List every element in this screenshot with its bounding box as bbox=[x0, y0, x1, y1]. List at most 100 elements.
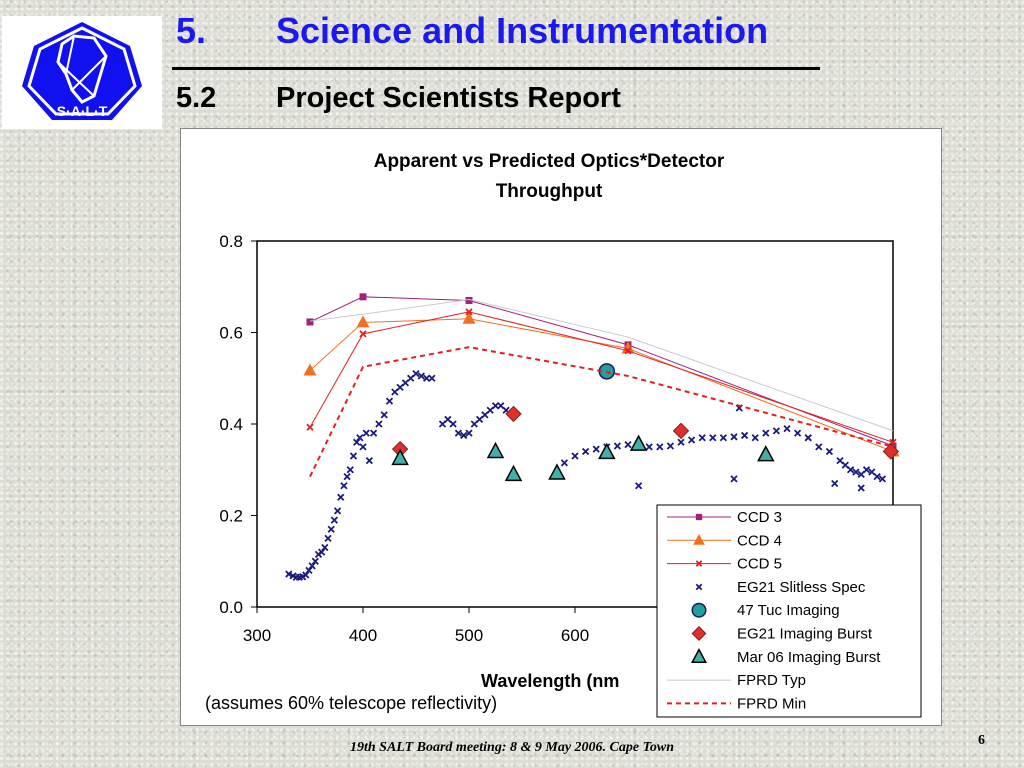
y-tick-label: 0.2 bbox=[219, 507, 243, 526]
point-eg21-slitless-spec bbox=[327, 525, 335, 533]
point-ccd-5 bbox=[306, 423, 314, 431]
point-eg21-imaging-burst bbox=[505, 405, 522, 423]
legend-label-ccd-5: CCD 5 bbox=[737, 556, 782, 573]
x-tick-label: 500 bbox=[455, 626, 483, 645]
salt-logo: S·A·L·T bbox=[2, 16, 162, 129]
point-ccd-3 bbox=[359, 293, 367, 301]
point-eg21-slitless-spec bbox=[719, 434, 728, 442]
point-eg21-slitless-spec bbox=[862, 466, 871, 474]
point-eg21-slitless-spec bbox=[337, 493, 345, 501]
chart-canvas: Apparent vs Predicted Optics*Detector Thr… bbox=[205, 151, 922, 718]
point-eg21-slitless-spec bbox=[333, 507, 342, 515]
salt-logo-mark: S·A·L·T bbox=[22, 22, 142, 120]
point-ccd-5 bbox=[624, 347, 632, 355]
point-eg21-slitless-spec bbox=[375, 420, 383, 428]
point-eg21-slitless-spec bbox=[560, 459, 569, 467]
point-eg21-slitless-spec bbox=[873, 472, 881, 481]
point-ccd-5 bbox=[359, 330, 367, 338]
point-eg21-slitless-spec bbox=[460, 431, 468, 440]
point-ccd-4 bbox=[303, 363, 317, 376]
point-eg21-slitless-spec bbox=[365, 456, 373, 465]
point-eg21-slitless-spec bbox=[285, 570, 293, 578]
legend-label-eg21-slitless-spec: EG21 Slitless Spec bbox=[737, 579, 866, 596]
series-line-fprd-min bbox=[309, 346, 894, 478]
legend-label-ccd-3: CCD 3 bbox=[737, 509, 782, 526]
point-eg21-slitless-spec bbox=[428, 374, 436, 382]
point-eg21-slitless-spec bbox=[343, 472, 351, 481]
legend-marker-ccd-3 bbox=[695, 513, 703, 521]
point-eg21-slitless-spec bbox=[305, 566, 313, 575]
legend-marker-eg21-imaging-burst bbox=[691, 626, 707, 641]
point-eg21-slitless-spec bbox=[581, 447, 590, 456]
point-eg21-slitless-spec bbox=[783, 424, 791, 433]
throughput-chart: Apparent vs Predicted Optics*Detector Thr… bbox=[180, 128, 942, 726]
point-eg21-slitless-spec bbox=[362, 429, 370, 437]
point-eg21-slitless-spec bbox=[846, 466, 855, 474]
point-eg21-slitless-spec bbox=[762, 429, 770, 437]
point-eg21-slitless-spec bbox=[359, 443, 367, 451]
point-eg21-slitless-spec bbox=[571, 452, 579, 460]
legend-marker-ccd-4 bbox=[693, 534, 705, 545]
y-tick-label: 0.6 bbox=[219, 324, 243, 343]
point-eg21-slitless-spec bbox=[454, 429, 463, 437]
point-eg21-slitless-spec bbox=[730, 433, 738, 441]
point-ccd-5 bbox=[465, 308, 473, 316]
legend-label-ccd-4: CCD 4 bbox=[737, 532, 782, 549]
footer-text: 19th SALT Board meeting: 8 & 9 May 2006.… bbox=[350, 740, 674, 755]
point-eg21-slitless-spec bbox=[825, 447, 834, 456]
point-eg21-slitless-spec bbox=[353, 438, 361, 446]
legend-label-mar-06-imaging-burst: Mar 06 Imaging Burst bbox=[737, 649, 881, 666]
subsection-title: Project Scientists Report bbox=[276, 82, 621, 114]
point-eg21-imaging-burst bbox=[672, 422, 690, 440]
point-eg21-slitless-spec bbox=[730, 475, 738, 483]
y-tick-label: 0.8 bbox=[219, 232, 243, 251]
point-eg21-slitless-spec bbox=[346, 466, 354, 474]
x-axis-label: Wavelength (nm bbox=[481, 671, 619, 691]
legend-marker-eg21-slitless-spec bbox=[695, 583, 703, 591]
point-eg21-slitless-spec bbox=[772, 427, 781, 435]
point-mar-06-imaging-burst bbox=[629, 434, 648, 451]
point-eg21-slitless-spec bbox=[340, 482, 348, 490]
point-eg21-slitless-spec bbox=[330, 516, 339, 524]
page-number: 6 bbox=[978, 733, 985, 748]
point-eg21-slitless-spec bbox=[449, 420, 457, 428]
point-eg21-slitless-spec bbox=[804, 434, 812, 442]
point-eg21-slitless-spec bbox=[465, 429, 473, 437]
chart-title-line: Apparent vs Predicted Optics*Detector bbox=[374, 151, 725, 172]
point-eg21-slitless-spec bbox=[318, 548, 326, 556]
chart-annotation: (assumes 60% telescope reflectivity) bbox=[205, 693, 497, 713]
legend-label-fprd-typ: FPRD Typ bbox=[737, 672, 806, 689]
point-eg21-slitless-spec bbox=[592, 445, 600, 453]
x-tick-label: 600 bbox=[561, 626, 589, 645]
chart-title-line: Throughput bbox=[496, 181, 603, 202]
point-eg21-slitless-spec bbox=[349, 452, 358, 460]
point-eg21-slitless-spec bbox=[656, 443, 664, 451]
legend-label-47-tuc-imaging: 47 Tuc Imaging bbox=[737, 602, 840, 619]
point-eg21-slitless-spec bbox=[308, 562, 316, 570]
point-eg21-slitless-spec bbox=[369, 429, 378, 437]
point-eg21-slitless-spec bbox=[613, 442, 622, 450]
point-eg21-slitless-spec bbox=[380, 411, 388, 419]
section-title: Science and Instrumentation bbox=[276, 10, 769, 51]
point-eg21-slitless-spec bbox=[302, 571, 310, 579]
point-ccd-3 bbox=[306, 318, 314, 326]
point-eg21-slitless-spec bbox=[751, 434, 759, 442]
point-eg21-slitless-spec bbox=[491, 402, 500, 410]
point-ccd-4 bbox=[356, 315, 370, 328]
legend-marker-47-tuc-imaging bbox=[691, 602, 707, 618]
point-ccd-4 bbox=[462, 311, 476, 324]
subsection-number: 5.2 bbox=[176, 82, 217, 114]
point-mar-06-imaging-burst bbox=[391, 448, 409, 466]
point-eg21-slitless-spec bbox=[677, 438, 685, 446]
point-eg21-slitless-spec bbox=[666, 442, 675, 450]
point-eg21-slitless-spec bbox=[815, 443, 823, 451]
x-tick-label: 400 bbox=[349, 626, 377, 645]
section-number: 5. bbox=[176, 10, 207, 51]
point-eg21-slitless-spec bbox=[422, 374, 431, 382]
legend-marker-mar-06-imaging-burst bbox=[690, 648, 708, 663]
series-line-fprd-typ bbox=[309, 299, 894, 432]
point-eg21-slitless-spec bbox=[831, 479, 839, 488]
point-eg21-slitless-spec bbox=[311, 557, 319, 565]
point-eg21-slitless-spec bbox=[624, 440, 632, 449]
point-eg21-slitless-spec bbox=[852, 468, 860, 476]
